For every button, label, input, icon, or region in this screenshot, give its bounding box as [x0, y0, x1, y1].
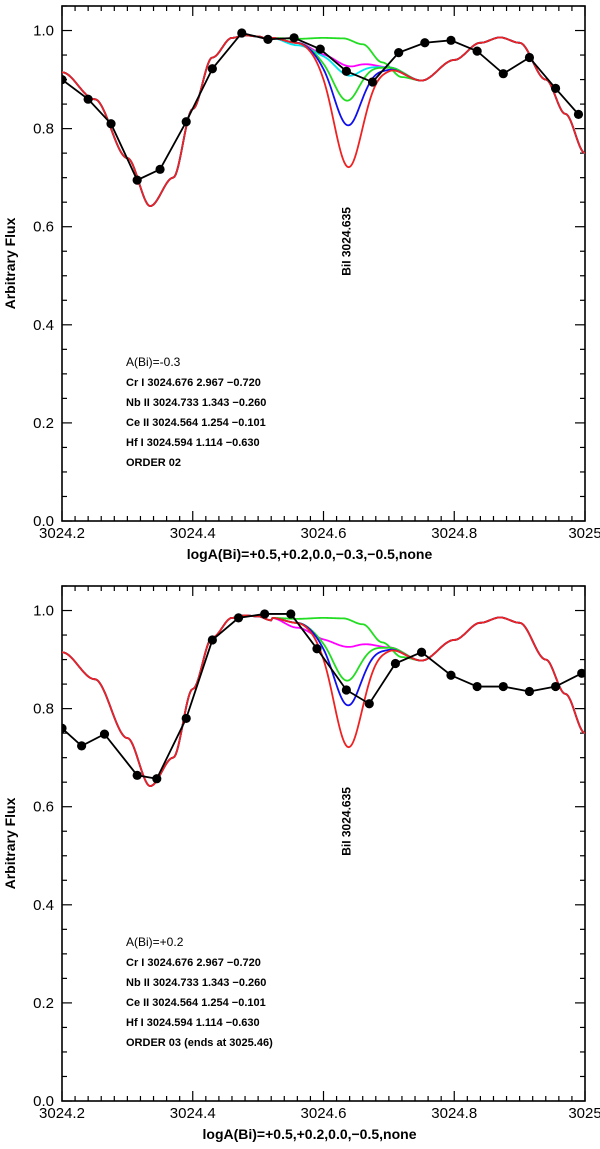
- y-axis-title: Arbitrary Flux: [2, 217, 18, 309]
- observed-data-point: [260, 609, 270, 619]
- bi-line-label: BiI 3024.635: [339, 207, 353, 276]
- plot-area: [62, 28, 585, 207]
- observed-data-point: [550, 83, 561, 93]
- observed-data-point: [155, 164, 165, 174]
- y-tick-label: 1.0: [33, 603, 54, 620]
- observed-data-point: [99, 729, 110, 739]
- observed-data-point: [181, 117, 191, 127]
- line-list-annotation: Cr I 3024.676 2.967 −0.720: [126, 957, 261, 969]
- abundance-annotation: A(Bi)=-0.3: [126, 355, 181, 369]
- model-curve-0-5: [62, 34, 585, 207]
- bi-line-label: BiI 3024.635: [339, 787, 353, 856]
- y-tick-label: 1.0: [33, 23, 54, 40]
- y-tick-label: 0.6: [33, 799, 54, 816]
- x-tick-label: 3024.8: [431, 525, 477, 542]
- observed-data-point: [367, 77, 378, 87]
- line-list-annotation: Nb II 3024.733 1.343 −0.260: [126, 397, 266, 409]
- observed-data-point: [62, 723, 67, 733]
- x-axis-title: logA(Bi)=+0.5,+0.2,0.0,−0.3,−0.5,none: [187, 546, 433, 562]
- observed-data-point: [237, 28, 247, 38]
- observed-data-point: [263, 34, 273, 44]
- y-tick-label: 0.2: [33, 415, 54, 432]
- observed-data-point: [416, 647, 427, 657]
- observed-data-point: [446, 670, 456, 680]
- observed-data-point: [394, 47, 404, 58]
- line-list-annotation: Cr I 3024.676 2.967 −0.720: [126, 377, 261, 389]
- observed-data-point: [152, 774, 162, 784]
- chart-panel-bottom: 3024.2 3024.4 3024.6 3024.8 3025 0.0 0.2 0.4 0.6…: [2, 585, 600, 1142]
- line-list-annotation: ORDER 03 (ends at 3025.46): [126, 1037, 273, 1049]
- observed-data-point: [312, 644, 322, 654]
- y-tick-label: 0.0: [33, 1093, 54, 1110]
- observed-data-point: [83, 94, 93, 104]
- y-tick-label: 0.8: [33, 121, 54, 138]
- y-tick-label: 0.2: [33, 995, 54, 1012]
- observed-data-point: [289, 33, 299, 43]
- observed-data-point: [420, 38, 430, 48]
- observed-data-point: [498, 681, 508, 692]
- observed-data-point: [286, 609, 296, 619]
- model-curve-0-0: [62, 614, 585, 787]
- y-axis-title: Arbitrary Flux: [2, 797, 18, 889]
- y-tick-label: 0.8: [33, 701, 54, 718]
- y-tick-label: 0.4: [33, 897, 54, 914]
- model-curve-none: [62, 614, 585, 787]
- observed-data-point: [132, 175, 142, 185]
- observed-data-point: [573, 109, 584, 119]
- observed-data-point: [524, 52, 535, 63]
- model-curve-0-2: [62, 614, 585, 787]
- observed-data-point: [181, 713, 191, 724]
- observed-data-point: [62, 74, 67, 85]
- observed-data-point: [341, 685, 351, 695]
- observed-data-point: [341, 66, 351, 76]
- observed-data-point: [390, 658, 401, 669]
- observed-data-point: [472, 46, 482, 56]
- line-list-annotation: Ce II 3024.564 1.254 −0.101: [126, 997, 266, 1009]
- observed-data-point: [446, 35, 456, 45]
- observed-data-point: [132, 770, 142, 780]
- model-curve-0-5: [62, 614, 585, 787]
- line-list-annotation: Hf I 3024.594 1.114 −0.630: [126, 1017, 260, 1029]
- observed-data-point: [77, 741, 87, 751]
- x-tick-label: 3024.4: [170, 525, 216, 542]
- observed-data-point: [207, 64, 217, 74]
- plot-area: [62, 609, 585, 787]
- observed-data-point: [524, 686, 535, 697]
- chart-panel-top: 3024.2 3024.4 3024.6 3024.8 3025 0.0 0.2 0.4 0.6…: [2, 5, 600, 562]
- y-tick-label: 0.6: [33, 219, 54, 236]
- observed-data-point: [315, 44, 325, 54]
- line-list-annotation: Hf I 3024.594 1.114 −0.630: [126, 437, 260, 449]
- observed-data-point: [207, 635, 217, 645]
- line-list-annotation: ORDER 02: [126, 457, 181, 469]
- x-tick-label: 3024.6: [301, 1105, 347, 1122]
- x-tick-label: 3024.2: [39, 1105, 85, 1122]
- observed-data-point: [550, 681, 561, 692]
- model-curve-0-5: [62, 614, 585, 787]
- observed-data-point: [472, 681, 482, 692]
- observed-data-point: [106, 119, 116, 129]
- observed-data-point: [577, 668, 585, 678]
- y-tick-label: 0.0: [33, 513, 54, 530]
- x-tick-label: 3024.2: [39, 525, 85, 542]
- abundance-annotation: A(Bi)=+0.2: [126, 935, 184, 949]
- x-tick-label: 3024.4: [170, 1105, 216, 1122]
- x-tick-label: 3024.6: [301, 525, 347, 542]
- line-list-annotation: Ce II 3024.564 1.254 −0.101: [126, 417, 266, 429]
- x-tick-label: 3024.8: [431, 1105, 477, 1122]
- x-tick-label: 3025: [568, 1105, 600, 1122]
- x-tick-label: 3025: [568, 525, 600, 542]
- observed-data-point: [364, 699, 374, 709]
- observed-data-point: [498, 69, 508, 79]
- y-tick-label: 0.4: [33, 317, 54, 334]
- observed-data-point: [233, 613, 244, 623]
- line-list-annotation: Nb II 3024.733 1.343 −0.260: [126, 977, 266, 989]
- x-axis-title: logA(Bi)=+0.5,+0.2,0.0,−0.5,none: [203, 1126, 417, 1142]
